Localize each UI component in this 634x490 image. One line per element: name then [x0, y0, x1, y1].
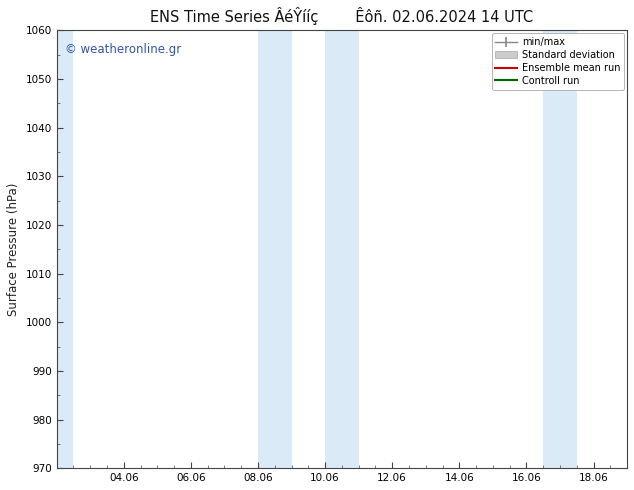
- Bar: [325, 30, 359, 468]
- Y-axis label: Surface Pressure (hPa): Surface Pressure (hPa): [7, 183, 20, 316]
- Text: © weatheronline.gr: © weatheronline.gr: [65, 44, 181, 56]
- Title: ENS Time Series ÂéŶííç        Êôñ. 02.06.2024 14 UTC: ENS Time Series ÂéŶííç Êôñ. 02.06.2024 1…: [150, 7, 533, 25]
- Bar: [543, 30, 577, 468]
- Bar: [56, 30, 74, 468]
- Legend: min/max, Standard deviation, Ensemble mean run, Controll run: min/max, Standard deviation, Ensemble me…: [491, 33, 624, 90]
- Bar: [258, 30, 292, 468]
